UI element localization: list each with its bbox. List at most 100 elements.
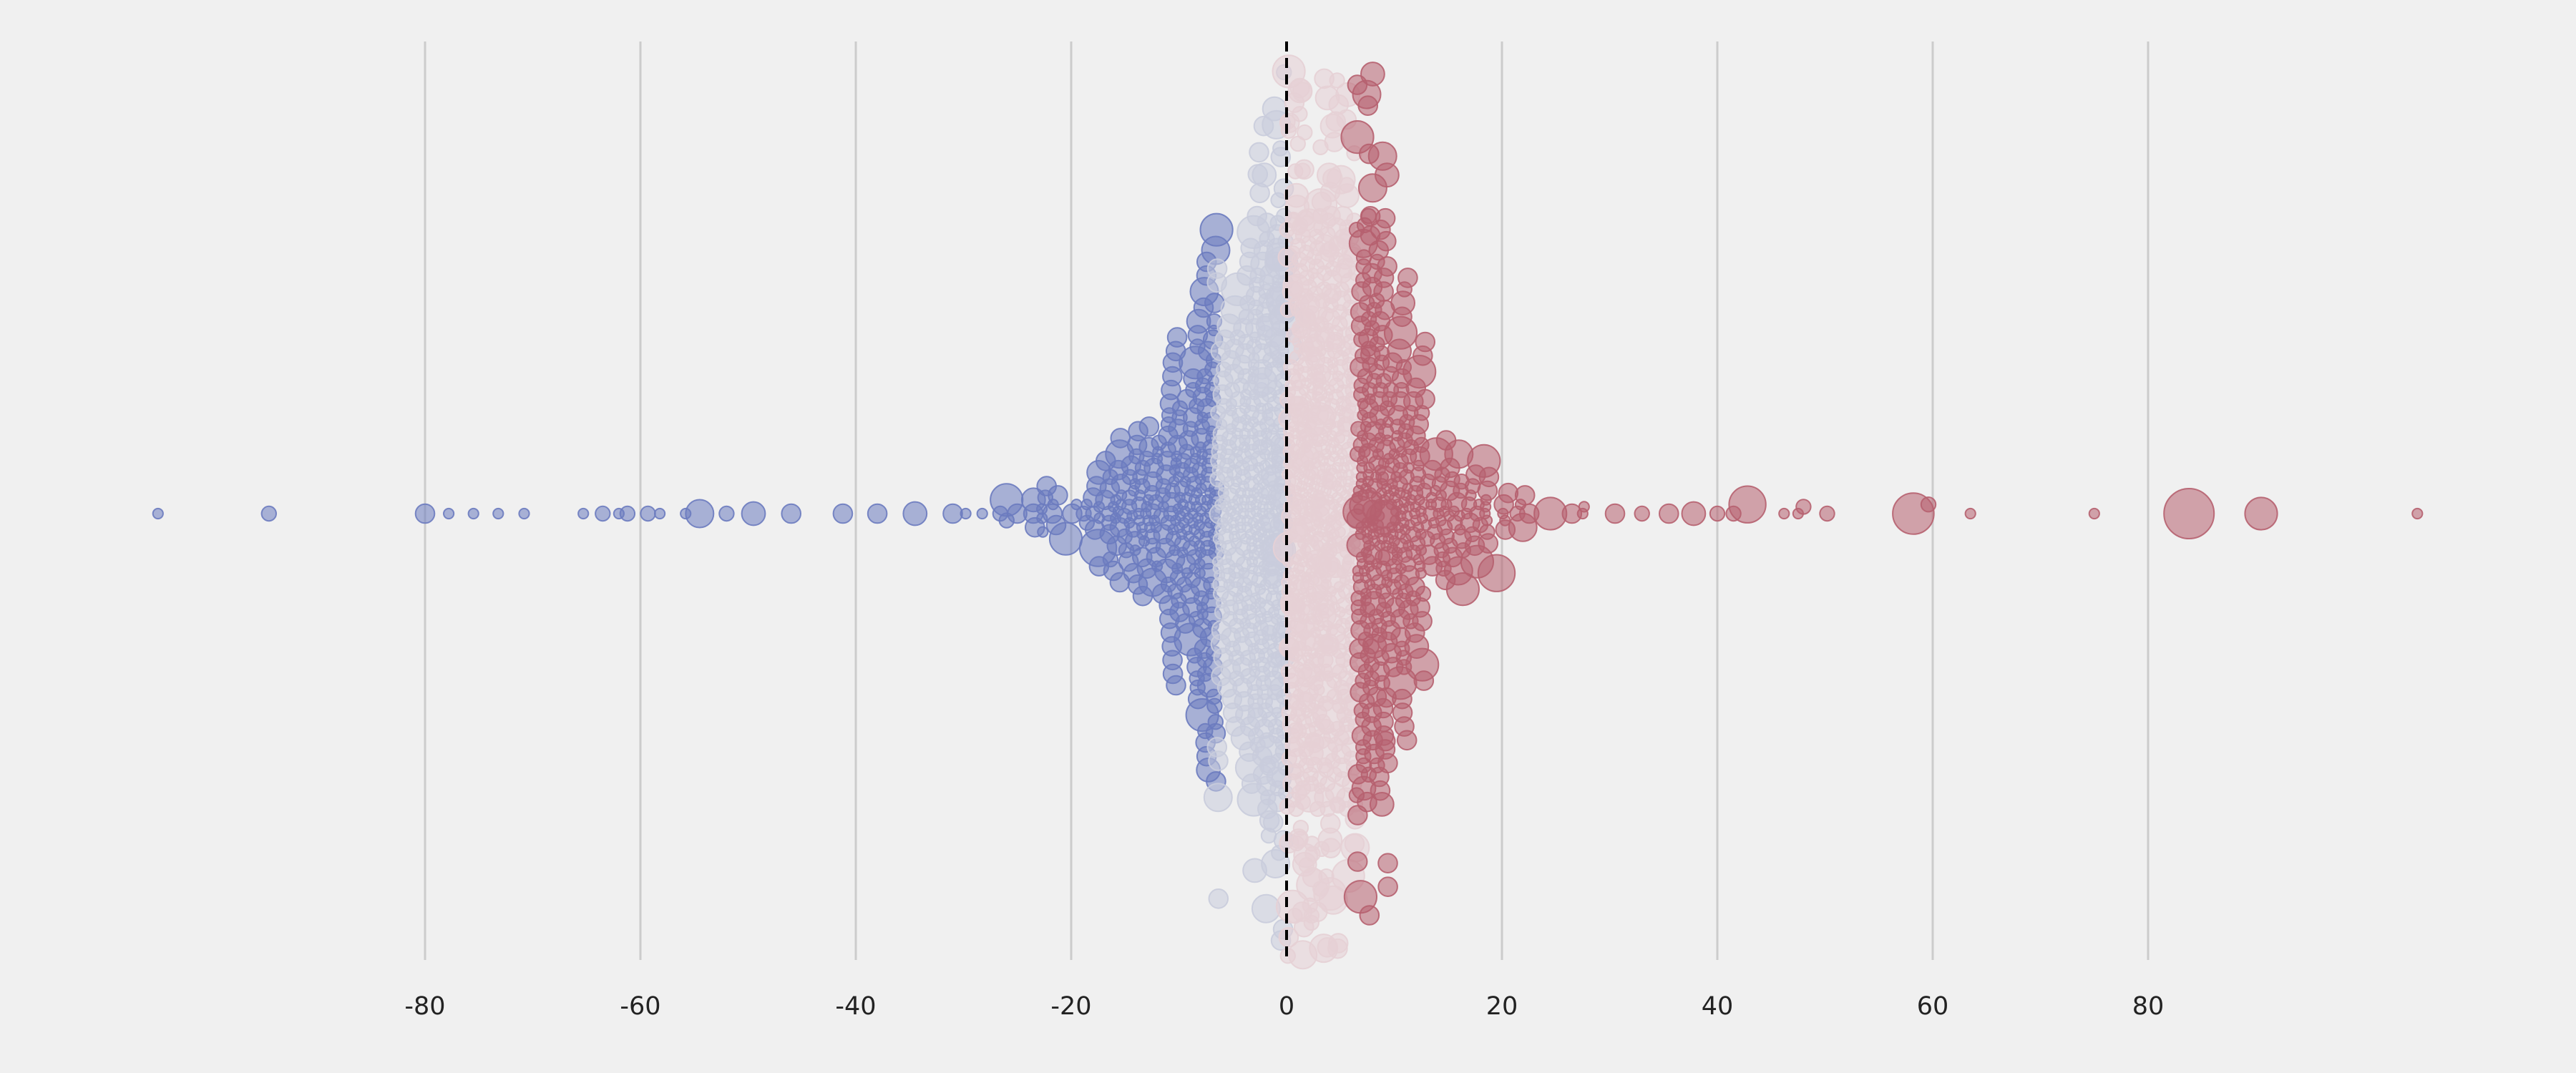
data-point <box>1278 927 1299 948</box>
data-point <box>2163 488 2215 539</box>
data-point <box>1578 501 1590 513</box>
data-point <box>1659 503 1679 524</box>
data-point <box>1681 501 1707 526</box>
data-point <box>1377 876 1398 897</box>
x-tick-label: -80 <box>404 992 445 1021</box>
data-point <box>654 507 666 520</box>
data-point <box>1415 388 1435 410</box>
data-point <box>1203 783 1233 813</box>
data-point <box>867 503 888 524</box>
data-point <box>741 501 766 526</box>
data-point <box>619 505 636 522</box>
data-point <box>1208 888 1229 909</box>
data-point <box>152 507 164 520</box>
data-point <box>1199 212 1234 247</box>
data-point <box>1375 207 1396 229</box>
data-point <box>1208 750 1229 771</box>
x-tick-label: 20 <box>1486 992 1518 1021</box>
data-point <box>1376 230 1397 252</box>
data-point <box>1920 496 1937 513</box>
x-tick-label: 40 <box>1702 992 1734 1021</box>
data-point <box>2088 507 2100 520</box>
data-point <box>1294 159 1314 180</box>
data-point <box>1292 820 1309 836</box>
data-point <box>492 507 504 520</box>
data-point <box>1397 268 1418 288</box>
data-point <box>1249 142 1269 163</box>
data-point <box>942 503 963 524</box>
data-point <box>1728 485 1767 524</box>
data-point <box>718 505 735 522</box>
data-point <box>260 505 277 522</box>
x-tick-label: -20 <box>1050 992 1091 1021</box>
data-point <box>1263 812 1284 833</box>
data-point <box>1415 331 1435 353</box>
data-point <box>595 505 611 522</box>
data-point <box>1335 183 1360 209</box>
data-point <box>1292 82 1313 102</box>
data-point <box>1412 611 1433 632</box>
data-point <box>467 507 479 520</box>
data-point <box>1778 507 1790 520</box>
data-point <box>685 499 715 529</box>
data-point <box>1415 585 1432 602</box>
data-point <box>1048 485 1068 506</box>
data-point <box>1166 327 1188 348</box>
data-point <box>2244 496 2278 531</box>
data-point <box>902 501 928 526</box>
data-point <box>1819 505 1835 522</box>
data-point <box>1037 526 1049 538</box>
x-tick-label: -60 <box>620 992 660 1021</box>
data-point <box>414 503 436 524</box>
x-tick-label: 0 <box>1279 992 1294 1021</box>
data-point <box>1320 813 1341 834</box>
data-point <box>1048 521 1083 556</box>
data-point <box>1477 554 1516 592</box>
data-point <box>1360 62 1385 87</box>
data-point <box>1138 416 1160 437</box>
data-point <box>781 503 801 524</box>
data-point <box>1166 675 1186 696</box>
data-point <box>1347 851 1368 872</box>
data-point <box>1297 124 1313 141</box>
x-tick-label: 60 <box>1917 992 1949 1021</box>
data-point <box>1478 466 1500 488</box>
data-point <box>1369 792 1395 817</box>
data-point <box>577 507 590 520</box>
data-point <box>1413 670 1435 691</box>
data-point <box>1634 505 1650 522</box>
data-point <box>1377 853 1398 873</box>
data-point <box>1251 893 1281 923</box>
data-point <box>1445 572 1480 607</box>
data-point <box>960 507 972 520</box>
data-point <box>1709 505 1726 522</box>
data-point <box>1292 106 1308 122</box>
x-axis-ticks: -80 -60 -40 -20 0 20 40 60 80 <box>404 992 2164 1021</box>
data-point <box>640 505 656 522</box>
data-point <box>1327 933 1349 954</box>
data-point <box>1498 482 1519 504</box>
data-point <box>1329 72 1345 89</box>
data-point <box>1375 162 1400 188</box>
data-point <box>1396 730 1418 751</box>
data-point <box>1377 753 1398 774</box>
data-point <box>1604 503 1626 524</box>
data-point <box>1377 256 1397 277</box>
data-point <box>1206 258 1228 279</box>
data-point <box>1357 95 1378 116</box>
data-point <box>518 507 530 520</box>
data-point <box>1206 697 1223 714</box>
data-point <box>1252 162 1277 188</box>
data-point <box>1375 730 1396 752</box>
x-tick-label: -40 <box>835 992 876 1021</box>
data-point <box>832 503 854 524</box>
data-point <box>1964 507 1976 520</box>
data-point <box>1795 499 1812 515</box>
data-point <box>1514 485 1536 506</box>
data-points <box>152 54 2424 970</box>
data-point <box>2411 507 2424 520</box>
data-point <box>976 507 988 520</box>
data-point <box>1320 838 1342 858</box>
